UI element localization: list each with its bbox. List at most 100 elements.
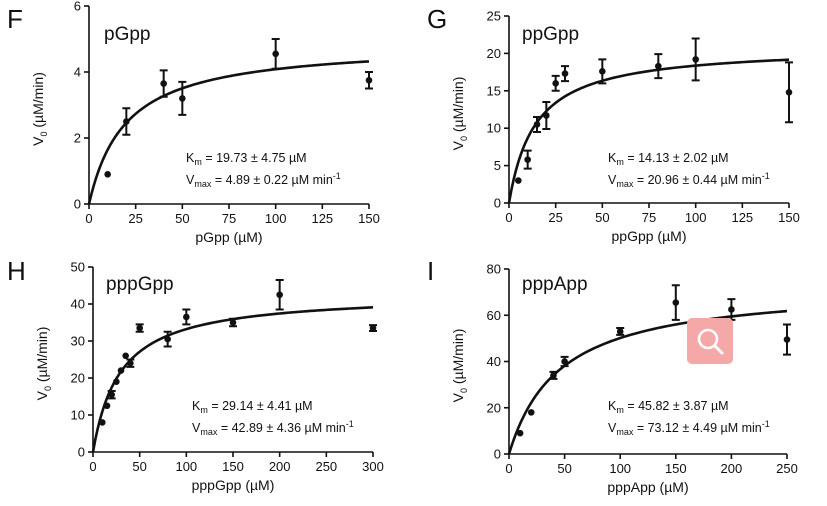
y-tick-label: 80 (487, 262, 501, 277)
y-tick-label: 0 (494, 196, 501, 211)
data-point (550, 372, 557, 379)
y-tick-label: 20 (487, 400, 501, 415)
x-tick-label: 25 (548, 210, 562, 225)
y-tick-label: 6 (74, 0, 81, 14)
y-tick-label: 30 (71, 334, 85, 349)
data-point (117, 367, 125, 374)
x-tick-label: 0 (505, 210, 512, 225)
panel-letter: I (427, 256, 434, 286)
y-tick-label: 0 (78, 445, 85, 460)
x-tick-label: 0 (89, 459, 96, 474)
data-point (164, 335, 171, 343)
x-tick-label: 200 (269, 459, 291, 474)
fit-curve (507, 58, 790, 204)
y-axis-label: V0 (µM/min) (450, 77, 469, 151)
x-tick-label: 150 (665, 461, 687, 476)
x-axis-label: pGpp (µM) (195, 229, 262, 245)
y-tick-label: 50 (71, 260, 85, 275)
x-tick-label: 250 (776, 461, 798, 476)
km-annotation: Km = 19.73 ± 4.75 µM (186, 151, 307, 167)
data-point (136, 324, 143, 332)
magnifier-icon[interactable] (687, 318, 733, 364)
data-point (672, 299, 680, 306)
y-tick-label: 0 (494, 447, 501, 462)
panel-title: pppApp (522, 274, 588, 295)
data-point (160, 80, 167, 87)
data-point (103, 402, 111, 410)
data-point (183, 313, 190, 321)
x-axis-label: ppGpp (µM) (612, 228, 687, 244)
y-tick-label: 20 (71, 371, 85, 386)
x-tick-label: 50 (557, 461, 571, 476)
data-point (104, 171, 111, 178)
y-tick-label: 20 (487, 46, 501, 61)
x-tick-label: 250 (315, 459, 337, 474)
data-point (599, 68, 606, 75)
x-tick-label: 150 (778, 210, 800, 225)
x-tick-label: 75 (642, 210, 656, 225)
y-tick-label: 5 (494, 158, 501, 173)
y-axis-label: V0 (µM/min) (450, 329, 469, 403)
data-point (543, 112, 550, 119)
data-point (533, 121, 541, 128)
x-tick-label: 0 (85, 211, 92, 226)
data-point (276, 291, 283, 299)
panel-title: ppGpp (522, 24, 579, 45)
x-tick-label: 50 (595, 210, 609, 225)
data-point (561, 70, 569, 77)
magnifier-lens (697, 328, 719, 350)
data-point (179, 95, 186, 102)
vmax-annotation: Vmax = 73.12 ± 4.49 µM min-1 (608, 419, 770, 437)
data-point (728, 306, 735, 313)
fit-curve (87, 60, 370, 205)
y-tick-label: 10 (71, 408, 85, 423)
x-tick-label: 50 (175, 211, 189, 226)
data-point (108, 391, 115, 398)
data-point (552, 80, 559, 87)
x-tick-label: 100 (265, 211, 287, 226)
x-tick-label: 125 (731, 210, 753, 225)
data-point (516, 429, 524, 437)
km-annotation: Km = 14.13 ± 2.02 µM (608, 151, 729, 167)
panel-title: pGpp (104, 24, 150, 45)
x-tick-label: 0 (505, 461, 512, 476)
x-tick-label: 75 (222, 211, 236, 226)
x-tick-label: 100 (609, 461, 631, 476)
data-point (524, 156, 531, 163)
panel-letter: F (7, 4, 23, 34)
vmax-annotation: Vmax = 4.89 ± 0.22 µM min-1 (186, 171, 341, 189)
y-tick-label: 15 (487, 83, 501, 98)
x-tick-label: 50 (132, 459, 146, 474)
data-point (616, 328, 624, 335)
y-axis-label: V0 (µM/min) (30, 72, 49, 146)
km-annotation: Km = 29.14 ± 4.41 µM (192, 399, 313, 415)
data-point (122, 352, 129, 360)
x-axis-label: pppGpp (µM) (192, 477, 275, 493)
y-tick-label: 10 (487, 121, 501, 136)
y-tick-label: 40 (71, 297, 85, 312)
y-tick-label: 0 (74, 197, 81, 212)
data-point (785, 88, 793, 96)
km-annotation: Km = 45.82 ± 3.87 µM (608, 399, 729, 415)
panel-letter: G (427, 4, 447, 34)
data-point (655, 62, 662, 70)
data-point (561, 358, 568, 365)
data-point (113, 378, 120, 386)
x-tick-label: 100 (175, 459, 197, 474)
y-tick-label: 4 (74, 65, 81, 80)
y-tick-label: 25 (487, 9, 501, 24)
x-tick-label: 125 (311, 211, 333, 226)
panel-title: pppGpp (106, 274, 174, 295)
data-point (123, 118, 130, 125)
x-tick-label: 100 (685, 210, 707, 225)
y-tick-label: 2 (74, 131, 81, 146)
y-tick-label: 40 (487, 354, 501, 369)
panel-letter: H (7, 256, 26, 286)
x-tick-label: 150 (358, 211, 380, 226)
x-tick-label: 300 (362, 459, 384, 474)
